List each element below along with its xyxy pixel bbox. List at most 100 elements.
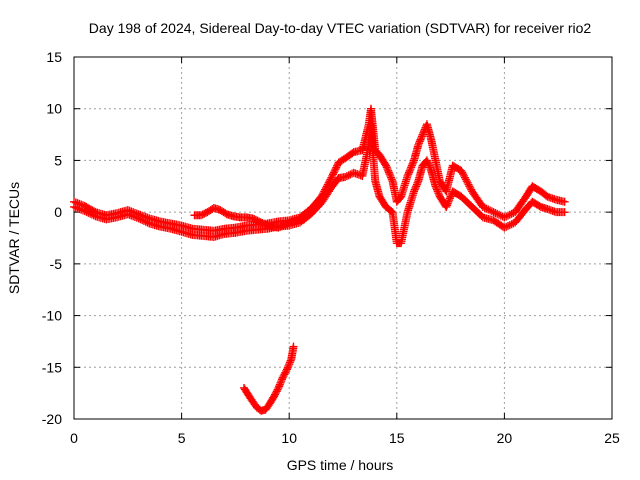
data-point-track-a <box>325 177 334 186</box>
data-point-track-a <box>416 135 425 144</box>
data-point-track-a-lower <box>139 216 148 225</box>
data-point-track-a <box>405 166 414 175</box>
data-point-track-a-lower <box>136 215 145 224</box>
data-point-track-a <box>460 173 469 182</box>
data-point-track-a-lower <box>434 189 443 198</box>
chart-title: Day 198 of 2024, Sidereal Day-to-day VTE… <box>89 20 592 36</box>
data-point-track-a <box>407 163 416 172</box>
data-point-track-a-lower <box>423 158 432 167</box>
data-point-track-a <box>505 210 514 219</box>
data-point-track-a-lower <box>443 201 452 210</box>
data-point-track-a <box>507 209 516 218</box>
data-point-track-a <box>560 197 569 206</box>
data-point-track-a <box>466 184 475 193</box>
data-point-track-a <box>462 177 471 186</box>
data-point-track-a <box>482 204 491 213</box>
data-point-track-a <box>457 166 466 175</box>
data-point-track-a-lower <box>412 182 421 191</box>
data-point-track-a <box>408 159 417 168</box>
data-point-track-a <box>478 202 487 211</box>
data-point-track-a-lower <box>344 171 353 180</box>
data-point-track-c <box>286 356 295 365</box>
y-tick-label: -20 <box>42 411 62 427</box>
data-point-track-a <box>383 165 392 174</box>
data-point-track-a <box>459 170 468 179</box>
data-point-track-a-lower <box>143 218 152 227</box>
data-point-track-a <box>417 132 426 141</box>
data-point-track-a <box>496 211 505 220</box>
data-point-track-a <box>382 163 391 172</box>
data-point-track-c <box>273 385 282 394</box>
x-tick-label: 10 <box>281 430 297 446</box>
data-point-track-a <box>502 212 511 221</box>
data-point-track-a <box>460 171 469 180</box>
data-point-track-a-lower <box>432 185 441 194</box>
y-tick-label: 5 <box>54 152 62 168</box>
data-point-track-a <box>384 168 393 177</box>
data-point-track-c <box>282 367 291 376</box>
data-point-track-c <box>278 375 287 384</box>
data-point-track-a <box>418 130 427 139</box>
data-point-track-a-lower <box>443 199 452 208</box>
data-point-track-a-lower <box>410 187 419 196</box>
data-point-track-a <box>406 165 415 174</box>
data-point-track-a-lower <box>446 192 455 201</box>
data-point-track-a <box>404 170 413 179</box>
x-tick-label: 25 <box>604 430 620 446</box>
data-point-track-a <box>491 209 500 218</box>
data-point-track-a <box>326 175 335 184</box>
y-tick-label: -10 <box>42 308 62 324</box>
data-point-track-a <box>327 173 336 182</box>
data-point-track-a-lower <box>411 184 420 193</box>
data-point-track-a-lower <box>444 197 453 206</box>
y-axis-label: SDTVAR / TECUs <box>6 182 22 294</box>
data-point-track-c <box>285 358 294 367</box>
data-point-track-a-lower <box>134 214 143 223</box>
data-point-track-a-lower <box>425 163 434 172</box>
data-point-track-a-lower <box>341 172 350 181</box>
data-point-track-a <box>409 158 418 167</box>
plot-frame <box>73 56 613 420</box>
data-point-track-a <box>484 205 493 214</box>
data-point-track-a <box>415 139 424 148</box>
data-point-track-a-lower <box>87 210 96 219</box>
axis-ticks: 0 5 10 15 20 25 -20 -15 -10 -5 0 5 10 15 <box>42 49 620 446</box>
data-point-track-a-lower <box>82 207 91 216</box>
data-point-track-a-lower <box>84 208 93 217</box>
data-point-track-a <box>404 168 413 177</box>
data-point-track-a-lower <box>141 217 150 226</box>
data-point-track-a-lower <box>80 207 89 216</box>
data-point-track-a-lower <box>433 187 442 196</box>
data-point-track-a <box>489 208 498 217</box>
y-tick-label: 15 <box>46 49 62 65</box>
data-point-track-a-lower <box>138 216 147 225</box>
data-point-track-a-lower <box>342 172 351 181</box>
data-point-track-a <box>407 161 416 170</box>
data-point-track-b <box>300 215 309 224</box>
data-point-track-c <box>283 365 292 374</box>
data-point-track-a-lower <box>424 159 433 168</box>
data-point-track-a <box>415 137 424 146</box>
x-tick-label: 5 <box>178 430 186 446</box>
data-point-track-a <box>495 210 504 219</box>
data-point-track-a-lower <box>431 182 440 191</box>
data-point-track-a-lower <box>410 185 419 194</box>
data-point-track-a <box>487 207 496 216</box>
data-point-track-c <box>289 342 298 351</box>
y-tick-label: -5 <box>50 256 63 272</box>
data-point-track-a-lower <box>502 222 511 231</box>
data-point-track-a-lower <box>432 184 441 193</box>
data-point-track-a-lower <box>425 161 434 170</box>
data-point-track-a-lower <box>89 211 98 220</box>
data-point-track-c <box>277 377 286 386</box>
data-point-track-a-lower <box>422 156 431 165</box>
data-point-track-a-lower <box>445 196 454 205</box>
data-point-track-c <box>283 363 292 372</box>
y-tick-label: 0 <box>54 204 62 220</box>
data-point-track-a <box>486 206 495 215</box>
y-tick-label: -15 <box>42 359 62 375</box>
data-point-track-a <box>387 173 396 182</box>
data-point-track-a <box>500 213 509 222</box>
data-point-track-a <box>463 178 472 187</box>
data-point-track-a <box>403 171 412 180</box>
